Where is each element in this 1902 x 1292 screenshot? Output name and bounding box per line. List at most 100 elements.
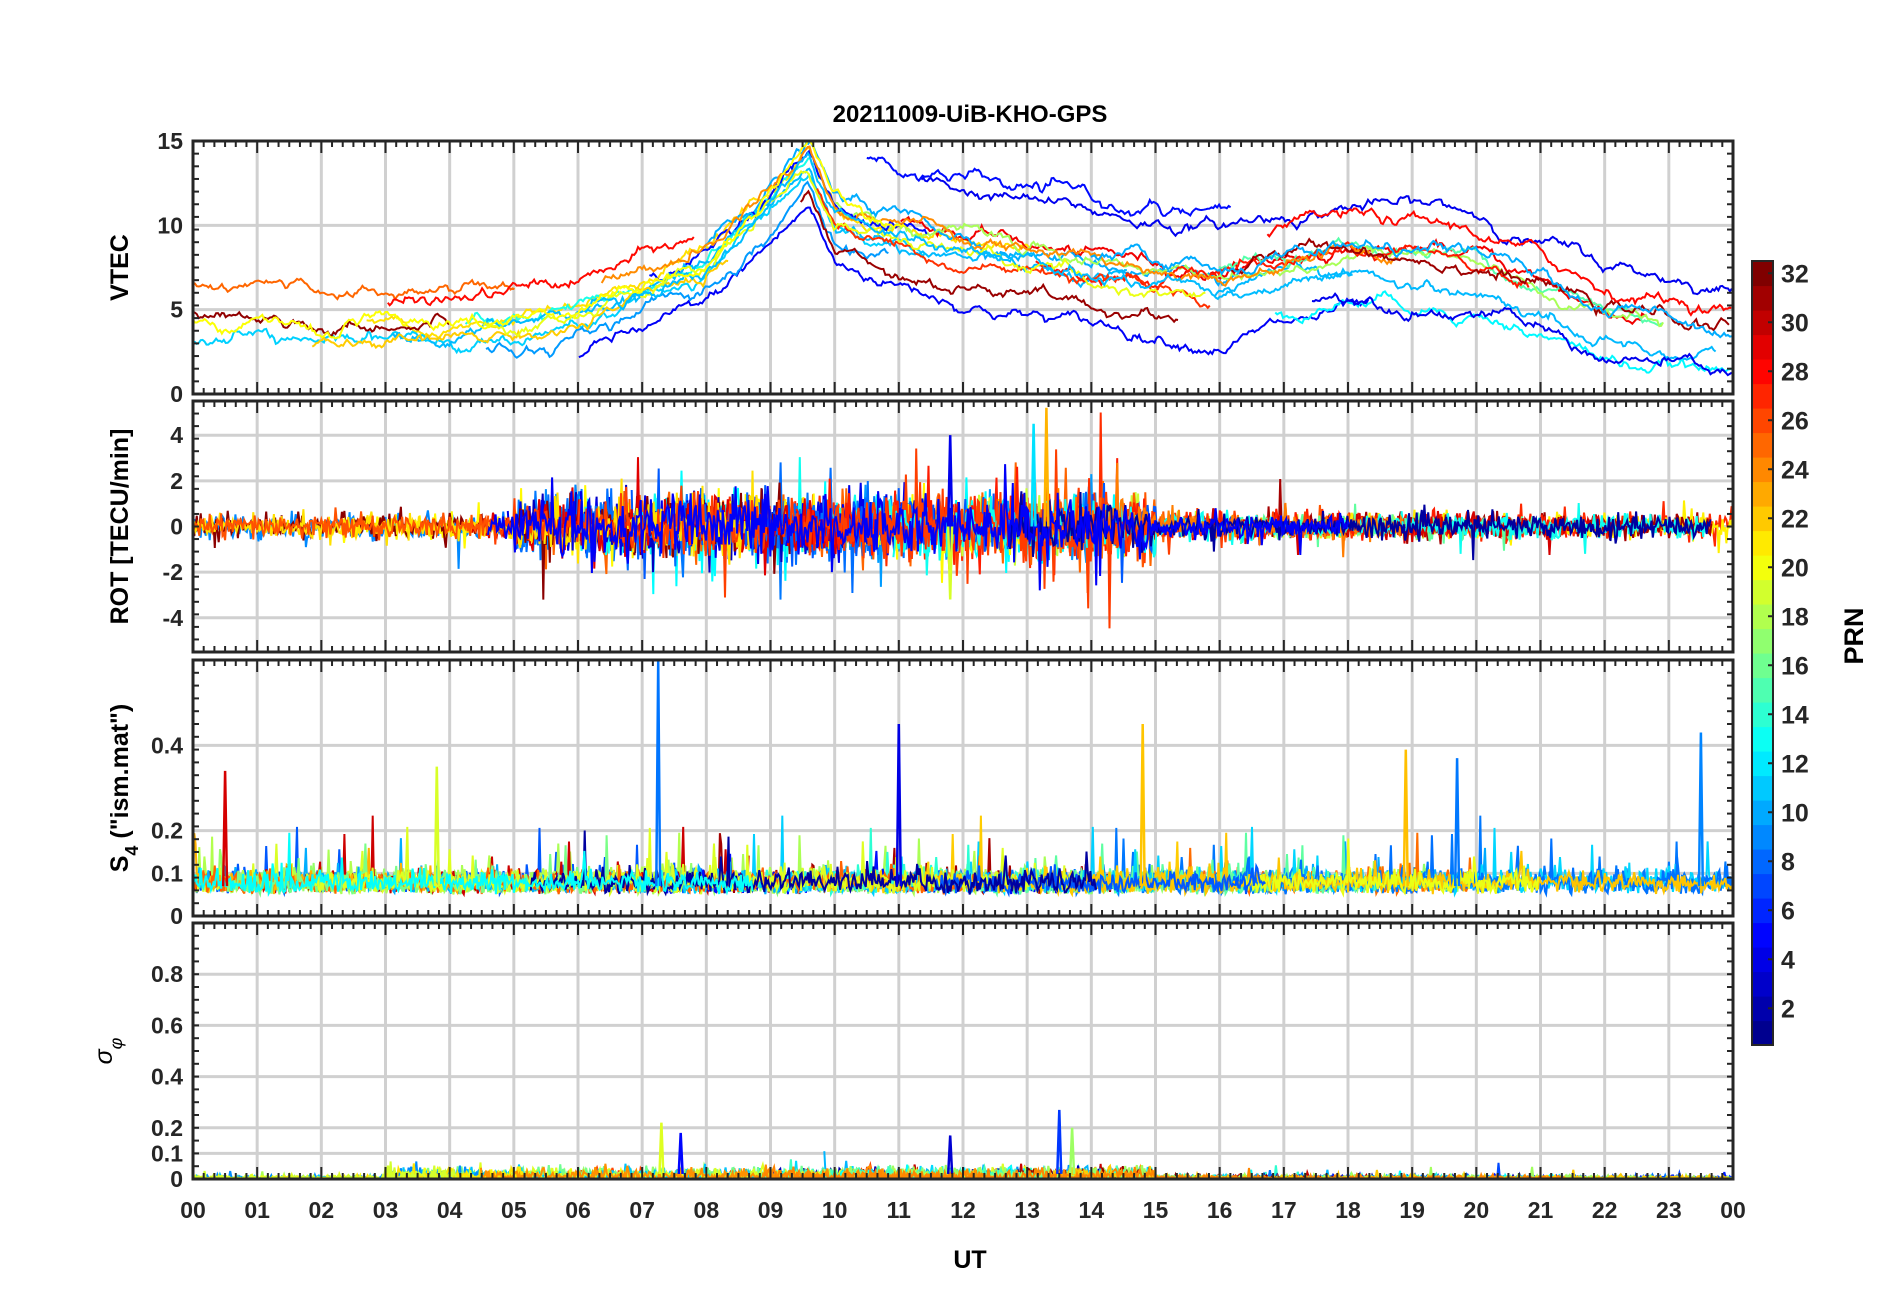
series-peak (658, 1122, 665, 1174)
colorbar-swatch (1752, 824, 1773, 850)
series-line (193, 310, 450, 338)
x-tick-label: 07 (629, 1197, 655, 1223)
colorbar-tick-label: 4 (1781, 946, 1795, 974)
x-tick-label: 12 (950, 1197, 976, 1223)
chart-title: 20211009-UiB-KHO-GPS (833, 101, 1108, 128)
series-line (582, 151, 1353, 312)
colorbar-swatch (1752, 359, 1773, 385)
colorbar-frame (1751, 260, 1774, 1046)
x-tick-label: 19 (1399, 1197, 1425, 1223)
series-peak (1056, 1109, 1063, 1174)
y-tick-label: 0.1 (151, 860, 183, 886)
series-peak (677, 1132, 684, 1174)
series-line (1008, 491, 1712, 561)
series-lines (193, 141, 1733, 377)
colorbar-tick-label: 28 (1781, 358, 1809, 386)
series-line (866, 156, 1232, 218)
colorbar-swatch (1752, 947, 1773, 973)
colorbar-swatch (1752, 971, 1773, 997)
x-tick-label: 03 (373, 1197, 399, 1223)
x-tick-label: 16 (1207, 1197, 1233, 1223)
series-line (900, 215, 1647, 326)
colorbar-swatch (1752, 555, 1773, 581)
series-line (1266, 207, 1732, 317)
colorbar-swatch (1752, 530, 1773, 556)
colorbar-tick-label: 18 (1781, 603, 1809, 631)
series-line (1274, 290, 1732, 374)
series-peak (946, 435, 954, 527)
colorbar-tick-label: 10 (1781, 799, 1809, 827)
series-peak (1697, 732, 1705, 887)
colorbar-tick-label: 2 (1781, 995, 1795, 1023)
x-tick-label: 13 (1014, 1197, 1040, 1223)
colorbar-swatch (1752, 383, 1773, 409)
colorbar-swatch (1752, 1020, 1773, 1046)
series-line (479, 1163, 990, 1179)
x-tick-label: 20 (1464, 1197, 1490, 1223)
panel-s4: 0 0.1 0.2 0.4 S4 ("ism.mat") (106, 658, 1735, 929)
x-tick-label: 05 (501, 1197, 527, 1223)
colorbar-swatch (1752, 457, 1773, 483)
colorbar-tick-label: 6 (1781, 897, 1795, 925)
colorbar-swatch (1752, 261, 1773, 287)
y-tick-label: 0.1 (151, 1140, 183, 1166)
colorbar-swatch (1752, 849, 1773, 875)
x-tick-label: 09 (758, 1197, 784, 1223)
panel-vtec: 0 5 10 15 VTEC (106, 128, 1735, 407)
y-tick-label: 0 (170, 1166, 183, 1192)
y-tick-label: 5 (170, 297, 183, 323)
series-peak (1402, 749, 1409, 887)
x-tick-label: 21 (1528, 1197, 1554, 1223)
series-peak (1030, 423, 1037, 527)
series-line (193, 141, 906, 340)
x-tick-label: 22 (1592, 1197, 1618, 1223)
colorbar-swatch (1752, 873, 1773, 899)
series-line (311, 259, 729, 350)
y-tick-label: 0.2 (151, 1115, 183, 1141)
y-axis-label: VTEC (106, 234, 134, 301)
x-tick-label: 11 (887, 1197, 912, 1223)
colorbar-swatch (1752, 285, 1773, 311)
series-peak (1043, 407, 1050, 527)
colorbar-tick-label: 32 (1781, 260, 1809, 288)
series-peak (946, 526, 954, 600)
x-tick-label: 02 (309, 1197, 335, 1223)
x-tick-label: 00 (1720, 1197, 1746, 1223)
y-tick-label: -4 (163, 605, 184, 631)
y-tick-label: 15 (157, 128, 183, 154)
series-line (816, 188, 1211, 310)
y-axis-label: σφ (90, 1037, 126, 1064)
colorbar-tick-label: 24 (1781, 456, 1809, 484)
series-line (649, 149, 928, 282)
y-tick-label: 0 (170, 903, 183, 929)
y-tick-label: 0 (170, 514, 183, 540)
series-peak (433, 766, 441, 887)
series-peak (1139, 723, 1146, 887)
series-line (1244, 838, 1540, 898)
y-tick-label: 4 (170, 422, 183, 448)
colorbar-swatch (1752, 726, 1773, 752)
x-tick-label: 00 (180, 1197, 206, 1223)
series-peak (946, 1135, 954, 1174)
y-tick-label: 0.2 (151, 818, 183, 844)
panel-rot: -4 -2 0 2 4 ROT [TECU/min] (106, 399, 1735, 654)
series-line (1311, 292, 1733, 377)
y-tick-label: 0 (170, 381, 183, 407)
x-tick-label: 04 (437, 1197, 463, 1223)
x-tick-label: 08 (694, 1197, 720, 1223)
series-line (600, 145, 1400, 287)
x-axis: 00 01 02 03 04 05 06 07 08 09 10 11 12 13 14 15 16 17 18 19… (180, 1197, 1746, 1223)
colorbar-swatch (1752, 506, 1773, 532)
series-line (193, 277, 515, 302)
series-line (1035, 241, 1530, 290)
colorbar-swatch (1752, 310, 1773, 336)
series-line (578, 206, 1370, 359)
colorbar-swatch (1752, 775, 1773, 801)
colorbar-swatch (1752, 432, 1773, 458)
series-line (387, 236, 695, 307)
colorbar-tick-label: 16 (1781, 652, 1809, 680)
y-tick-label: 0.4 (151, 1064, 183, 1090)
series-peak (1453, 758, 1461, 887)
series-line (799, 189, 1179, 324)
